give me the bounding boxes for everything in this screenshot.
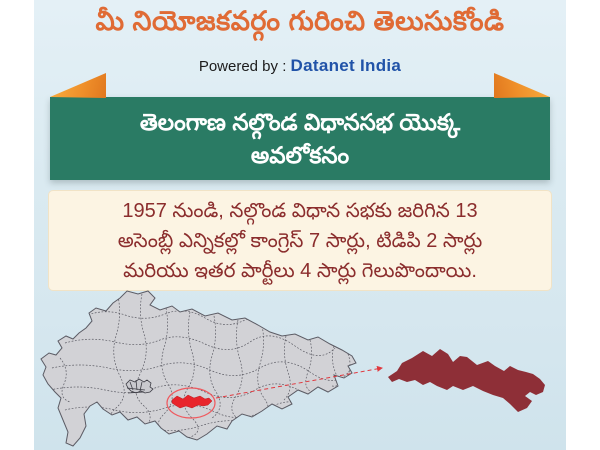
summary-line-3: మరియు ఇతర పార్టీలు 4 సార్లు గెలుపొందాయి. (123, 259, 477, 282)
powered-by-line: Powered by : Datanet India (34, 56, 566, 76)
powered-by-label: Powered by : (198, 58, 291, 75)
content-panel: మీ నియోజకవర్గం గురించి తెలుసుకోండి Power… (34, 0, 566, 450)
highlight-ellipse (166, 387, 216, 419)
banner-line-2: అవలోకనం (250, 141, 350, 168)
banner-text: తెలంగాణ నల్గొండ విధానసభ యొక్క అవలోకనం (50, 97, 550, 180)
powered-by-brand: Datanet India (290, 56, 402, 75)
leader-arrow-line (215, 365, 383, 399)
nalgonda-highlight-shape (171, 394, 213, 409)
title-ribbon-banner: తెలంగాణ నల్గొండ విధానసభ యొక్క అవలోకనం (50, 73, 550, 180)
summary-line-2: అసెంబ్లీ ఎన్నికల్లో కాంగ్రెస్ 7 సార్లు, … (117, 229, 483, 252)
map-area (30, 288, 560, 450)
summary-line-1: 1957 నుండి, నల్గొండ విధాన సభకు జరిగిన 13 (122, 199, 478, 222)
state-outline (40, 290, 357, 447)
page-title: మీ నియోజకవర్గం గురించి తెలుసుకోండి (95, 6, 505, 36)
banner-line-1: తెలంగాణ నల్గొండ విధానసభ యొక్క (139, 109, 461, 136)
telangana-map-svg (40, 290, 545, 447)
summary-box: 1957 నుండి, నల్గొండ విధాన సభకు జరిగిన 13… (48, 190, 552, 291)
ribbon-fold-left-icon (50, 73, 106, 98)
ribbon-fold-right-icon (494, 73, 550, 98)
hyderabad-cluster (125, 378, 154, 394)
enlarged-constituency-shape (388, 349, 545, 412)
